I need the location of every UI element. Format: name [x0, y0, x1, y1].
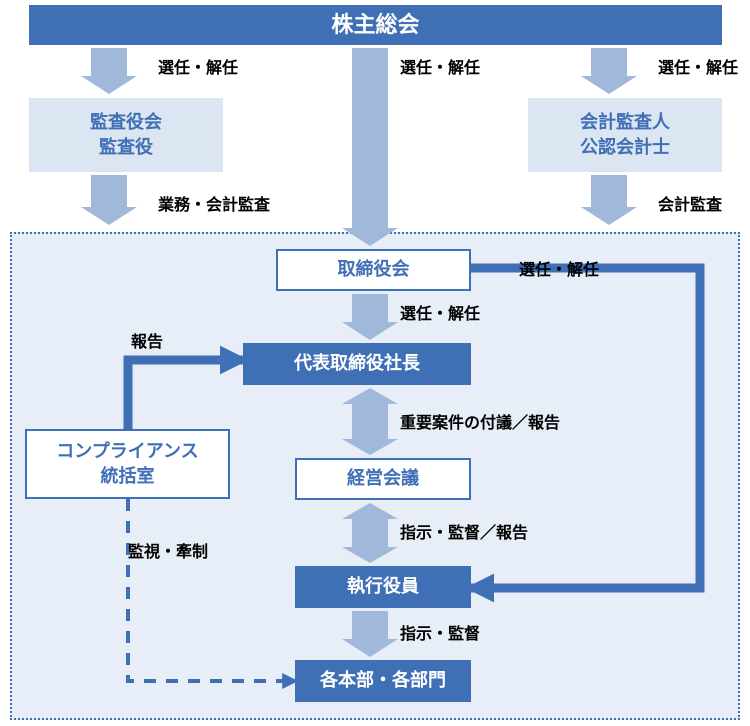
- node-auditors: 監査役会 監査役: [29, 98, 223, 172]
- edge-label-11: 指示・監督: [400, 620, 480, 644]
- double-block-arrow: [342, 503, 398, 563]
- node-president: 代表取締役社長: [243, 343, 471, 385]
- block-arrow: [81, 48, 137, 94]
- edge-label-9: 指示・監督／報告: [400, 519, 528, 543]
- edge-label-2: 選任・解任: [658, 54, 738, 78]
- edge-label-3: 業務・会計監査: [158, 191, 270, 215]
- block-arrow: [581, 175, 637, 225]
- edge-label-0: 選任・解任: [158, 54, 238, 78]
- edge-label-4: 会計監査: [658, 191, 722, 215]
- edge-label-1: 選任・解任: [400, 54, 480, 78]
- node-divisions: 各本部・各部門: [295, 660, 471, 702]
- edge-label-10: 監視・牽制: [128, 538, 208, 562]
- edge-label-5: 選任・解任: [519, 256, 599, 280]
- edge-label-6: 選任・解任: [400, 300, 480, 324]
- connector-dashed: [128, 499, 295, 681]
- edge-label-8: 重要案件の付議／報告: [400, 409, 560, 433]
- node-mgmt: 経営会議: [295, 458, 471, 500]
- connector-solid: [128, 360, 243, 429]
- node-exec: 執行役員: [295, 566, 471, 608]
- double-block-arrow: [342, 388, 398, 455]
- block-arrow: [81, 175, 137, 225]
- block-arrow: [342, 611, 398, 657]
- node-compliance: コンプライアンス 統括室: [25, 429, 230, 499]
- node-board: 取締役会: [276, 249, 471, 291]
- block-arrow: [581, 48, 637, 94]
- node-accountants: 会計監査人 公認会計士: [528, 98, 722, 172]
- edge-label-7: 報告: [131, 328, 163, 352]
- block-arrow: [342, 48, 398, 246]
- block-arrow: [342, 294, 398, 340]
- node-shareholders: 株主総会: [29, 5, 722, 45]
